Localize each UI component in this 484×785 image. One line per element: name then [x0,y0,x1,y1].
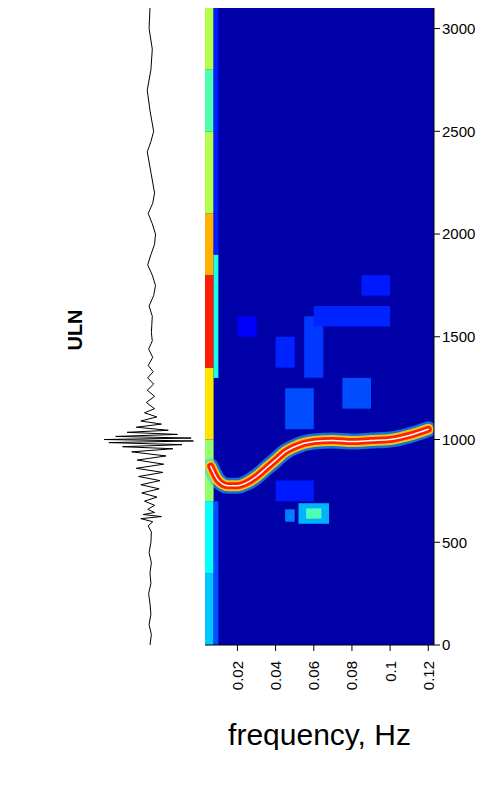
svg-text:0.06: 0.06 [305,661,322,690]
svg-text:0.08: 0.08 [343,661,360,690]
svg-text:1000: 1000 [442,431,475,448]
svg-text:0.02: 0.02 [229,661,246,690]
html-text:ULN: ULN [63,309,86,351]
svg-text:2500: 2500 [442,123,475,140]
svg-text:1500: 1500 [442,328,475,345]
svg-text:500: 500 [442,534,467,551]
svg-text:frequency, Hz: frequency, Hz [228,718,411,750]
svg-text:0.12: 0.12 [420,661,437,690]
svg-text:0.04: 0.04 [267,661,284,690]
svg-text:2000: 2000 [442,225,475,242]
svg-text:3000: 3000 [442,20,475,37]
svg-text:0.1: 0.1 [382,661,399,682]
svg-text:0: 0 [442,636,450,653]
